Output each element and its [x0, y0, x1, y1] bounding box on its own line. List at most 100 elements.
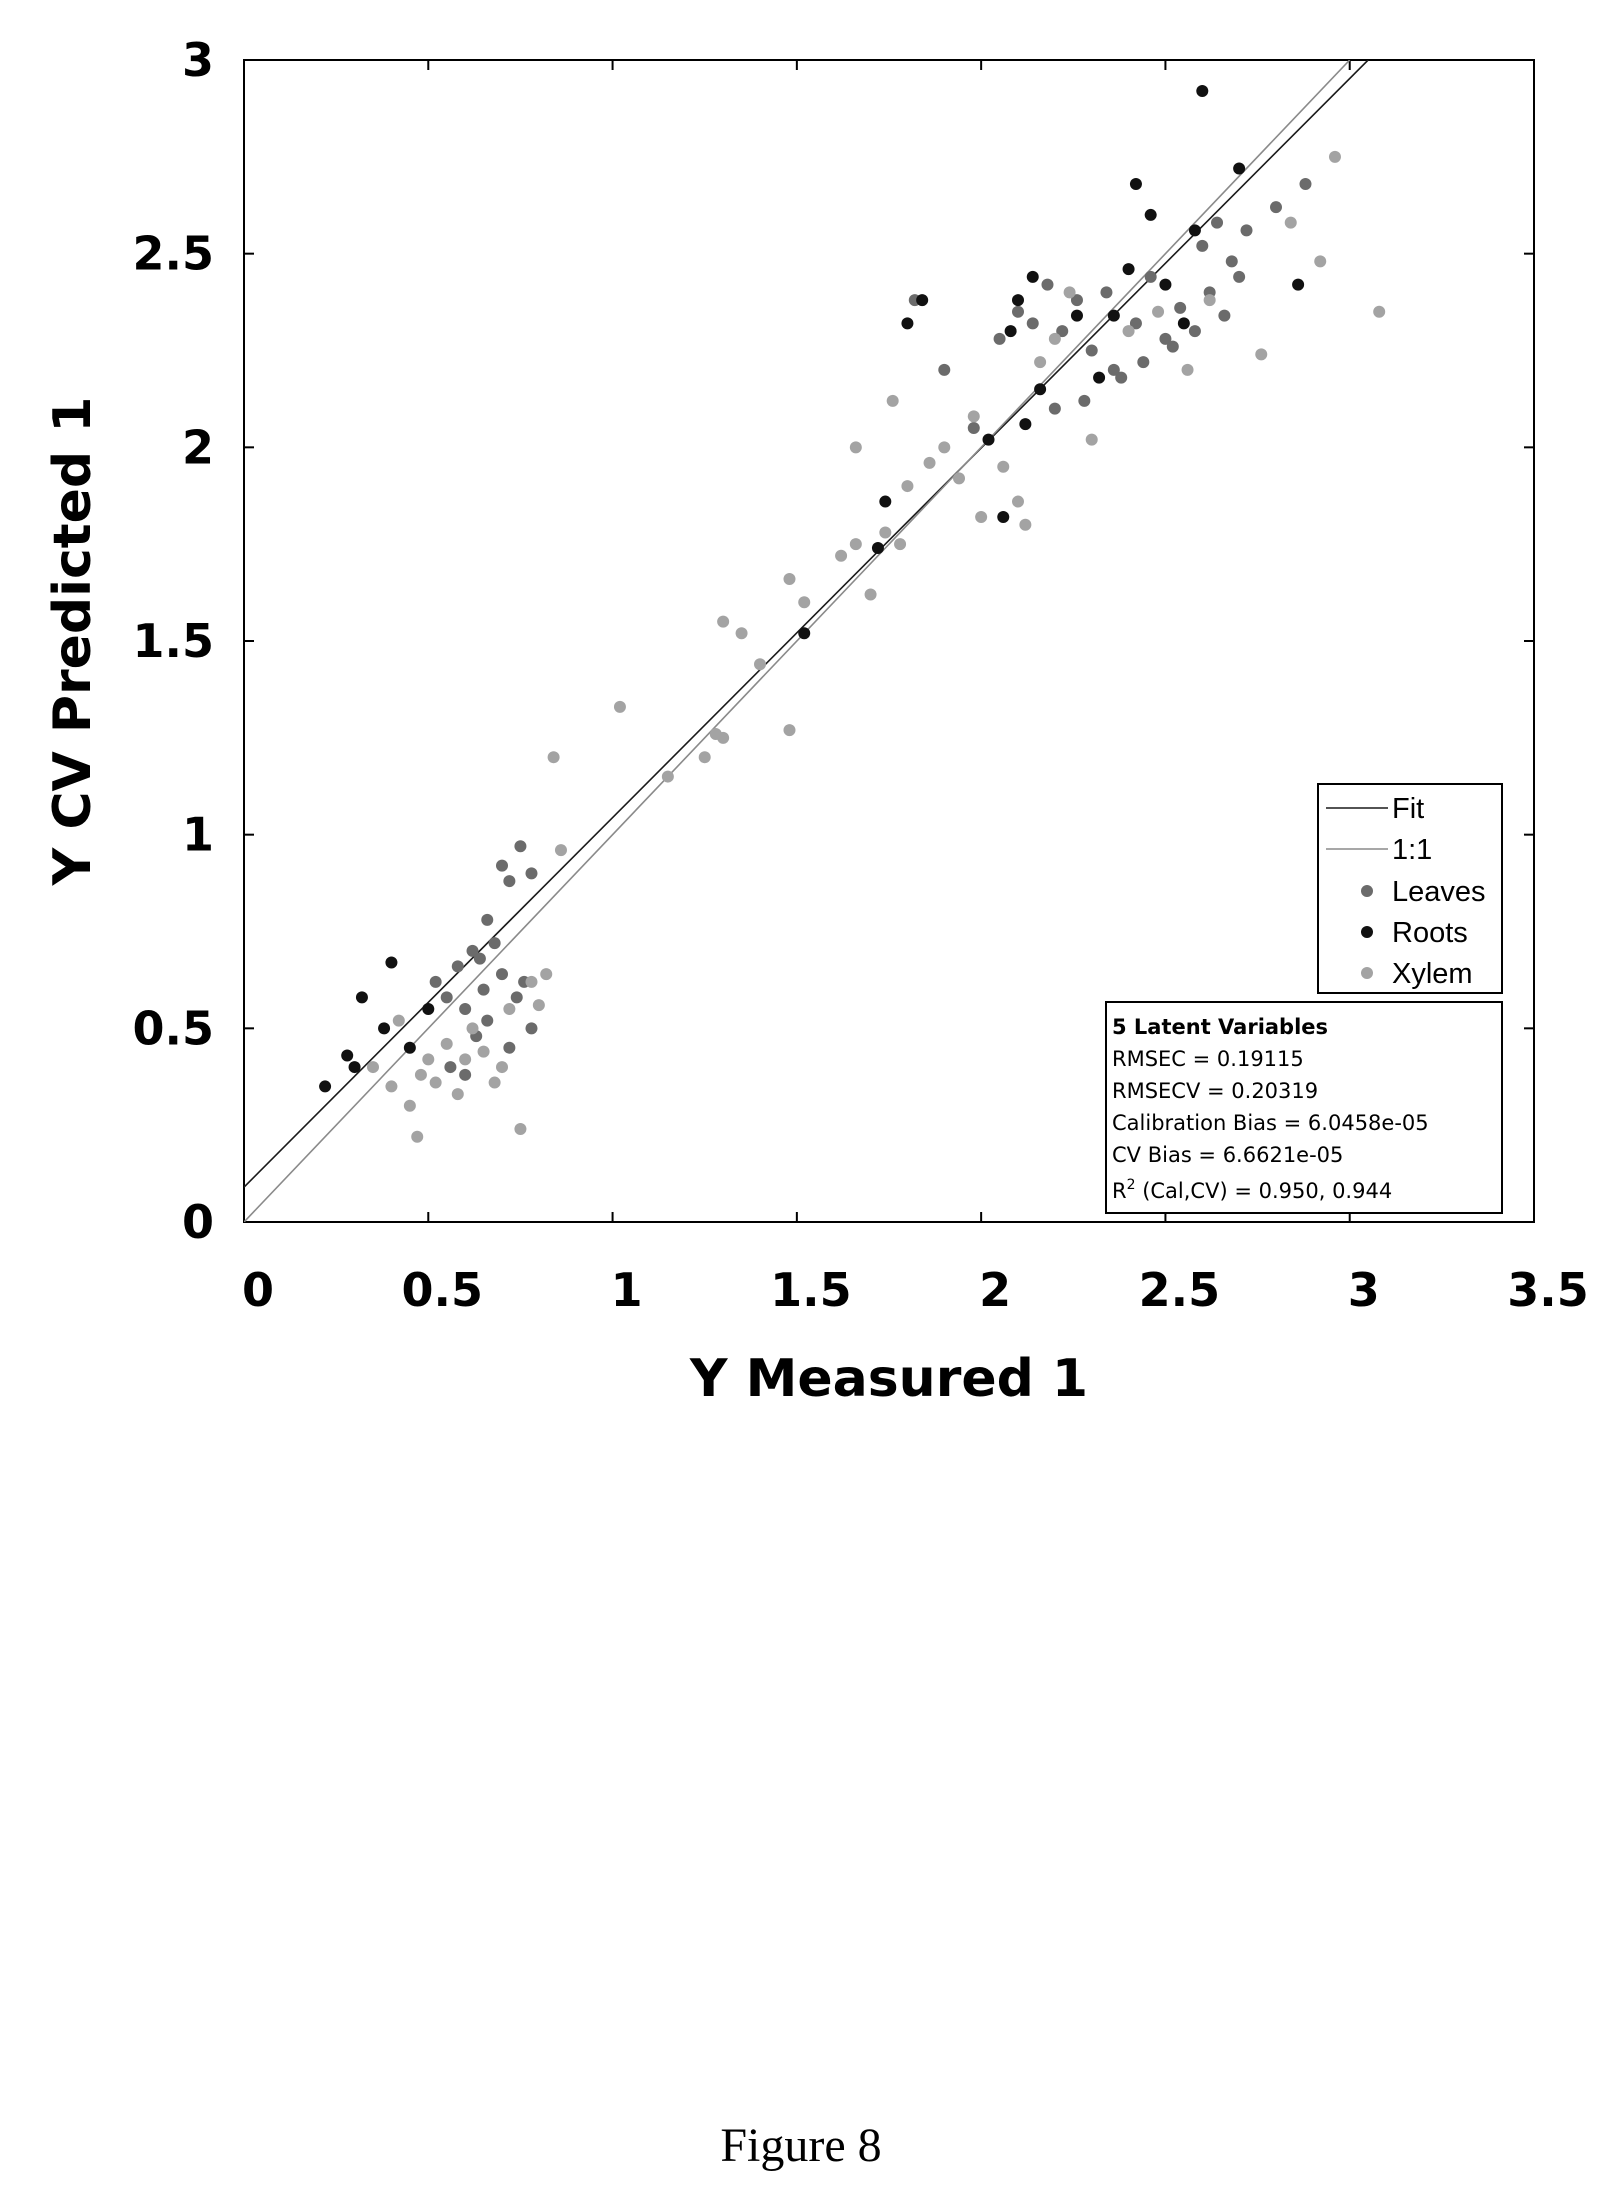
- xylem-point: [923, 456, 936, 469]
- roots-point: [1177, 317, 1190, 330]
- leaves-point: [503, 1041, 516, 1054]
- xylem-point: [894, 538, 907, 551]
- xylem-point: [613, 700, 626, 713]
- xylem-point: [849, 441, 862, 454]
- legend-roots-label: Roots: [1392, 917, 1468, 949]
- x-axis-title: Y Measured 1: [689, 1349, 1088, 1409]
- stats-r-squared: R2 (Cal,CV) = 0.950, 0.944: [1112, 1177, 1392, 1203]
- leaves-point: [1188, 325, 1201, 338]
- leaves-point: [1166, 340, 1179, 353]
- xylem-point: [967, 410, 980, 423]
- xylem-point: [451, 1088, 464, 1101]
- xylem-point: [392, 1014, 405, 1027]
- xylem-point: [886, 394, 899, 407]
- leaves-point: [1174, 301, 1187, 314]
- xylem-point: [1181, 363, 1194, 376]
- xylem-point: [1012, 495, 1024, 508]
- roots-point: [319, 1080, 332, 1093]
- xylem-point: [532, 999, 545, 1012]
- xylem-point: [466, 1022, 479, 1035]
- xylem-point: [849, 538, 862, 551]
- legend-xylem-label: Xylem: [1392, 958, 1473, 990]
- stats-latent-variables: 5 Latent Variables: [1112, 1015, 1328, 1039]
- roots-point: [1196, 84, 1209, 97]
- roots-point: [1159, 278, 1172, 291]
- y-tick-label: 1: [182, 808, 214, 862]
- leaves-point: [1159, 332, 1172, 345]
- stats-r-squared-superscript: 2: [1127, 1177, 1136, 1193]
- roots-point: [1070, 309, 1083, 322]
- leaves-point: [496, 859, 508, 872]
- x-tick-label: 1.5: [770, 1263, 852, 1317]
- x-tick-label: 3.5: [1507, 1263, 1589, 1317]
- leaves-point: [525, 1022, 538, 1035]
- xylem-point: [835, 549, 848, 562]
- xylem-point: [367, 1061, 379, 1074]
- xylem-point: [429, 1076, 442, 1089]
- leaves-point: [1196, 239, 1209, 252]
- roots-point: [1107, 309, 1120, 322]
- xylem-point: [698, 751, 711, 764]
- legend-leaves-label: Leaves: [1392, 876, 1486, 908]
- roots-point: [1129, 177, 1142, 190]
- leaves-point: [1070, 294, 1083, 307]
- leaves-point: [481, 913, 494, 926]
- x-tick-label: 3: [1348, 1263, 1380, 1317]
- legend-fit-label: Fit: [1392, 793, 1424, 825]
- leaves-point: [1107, 363, 1120, 376]
- xylem-point: [997, 460, 1010, 473]
- x-tick-label: 1: [611, 1263, 643, 1317]
- roots-point: [341, 1049, 354, 1062]
- roots-point: [1093, 371, 1106, 384]
- leaves-point: [938, 363, 951, 376]
- xylem-point: [488, 1076, 501, 1089]
- fit-line: [244, 60, 1369, 1188]
- roots-point: [901, 317, 914, 330]
- leaves-point: [1233, 270, 1246, 283]
- xylem-point: [514, 1123, 527, 1136]
- leaves-point: [525, 867, 538, 880]
- legend-roots-marker: [1361, 926, 1373, 938]
- xylem-point: [1314, 255, 1327, 268]
- y-axis-ticks: 0 0.5 1 1.5 2 2.5 3: [133, 33, 1534, 1249]
- xylem-point: [1063, 286, 1076, 299]
- x-tick-label: 2.5: [1139, 1263, 1221, 1317]
- y-tick-label: 1.5: [133, 614, 215, 668]
- roots-point: [1188, 224, 1201, 237]
- xylem-point: [503, 1002, 516, 1015]
- leaves-point: [1041, 278, 1054, 291]
- xylem-point: [1034, 356, 1047, 369]
- roots-point: [1004, 325, 1017, 338]
- stats-rmsecv: RMSECV = 0.20319: [1112, 1079, 1318, 1103]
- xylem-point: [1373, 305, 1386, 318]
- leaves-point: [473, 952, 486, 965]
- xylem-point: [554, 844, 567, 857]
- roots-point: [982, 433, 995, 446]
- roots-point: [385, 956, 398, 969]
- xylem-point: [798, 596, 811, 609]
- figure-caption: Figure 8: [720, 2119, 882, 2172]
- leaves-point: [496, 968, 508, 981]
- roots-point: [403, 1041, 416, 1054]
- xylem-point: [754, 658, 766, 671]
- leaves-point: [1100, 286, 1113, 299]
- roots-point: [871, 542, 884, 555]
- xylem-point: [422, 1053, 435, 1066]
- xylem-point: [717, 731, 730, 744]
- leaves-point: [510, 991, 523, 1004]
- xylem-point: [1328, 150, 1341, 163]
- y-tick-label: 3: [182, 33, 214, 87]
- leaves-point: [1085, 344, 1098, 357]
- xylem-point: [411, 1130, 424, 1143]
- leaves-point: [1218, 309, 1231, 322]
- x-tick-label: 0.5: [402, 1263, 484, 1317]
- fit-lines: [244, 60, 1369, 1222]
- roots-point: [422, 1002, 435, 1015]
- data-points: [319, 84, 1386, 1143]
- leaves-point: [503, 875, 516, 888]
- roots-point: [1233, 162, 1246, 175]
- xylem-point: [1019, 518, 1032, 531]
- leaves-point: [1211, 216, 1224, 229]
- leaves-point: [1240, 224, 1253, 237]
